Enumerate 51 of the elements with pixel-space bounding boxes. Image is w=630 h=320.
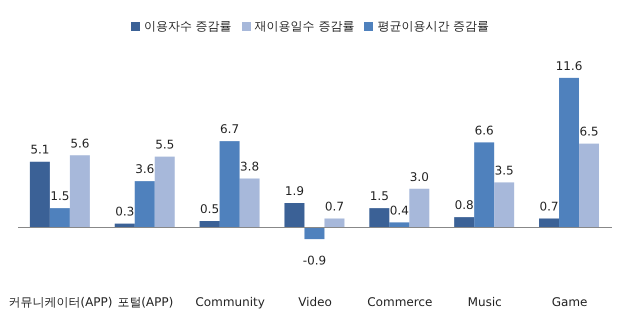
bar [284, 202, 304, 228]
x-tick-label: 커뮤니케이터(APP) [8, 295, 112, 309]
bar [369, 208, 390, 228]
data-label: 11.6 [556, 58, 582, 73]
data-label: 0.8 [454, 198, 474, 212]
data-label: 3.0 [410, 170, 429, 184]
x-tick-label: Commerce [367, 295, 432, 309]
bar [304, 227, 324, 240]
x-tick-label: Music [468, 295, 502, 309]
x-tick-label: 포털(APP) [117, 295, 174, 309]
bar [200, 221, 220, 228]
x-tick-label: Game [552, 295, 588, 309]
data-label: 0.5 [200, 202, 220, 216]
legend-label: 평균이용시간 증감률 [377, 19, 490, 33]
bar [559, 78, 580, 228]
legend-label: 이용자수 증감률 [144, 19, 232, 33]
bar [240, 178, 260, 228]
bar [409, 188, 430, 228]
legend-label: 재이용일수 증감률 [254, 19, 354, 33]
data-label: 0.7 [539, 199, 559, 214]
data-label: 0.4 [390, 203, 409, 218]
x-tick-label: Video [298, 295, 332, 309]
data-label: 5.6 [70, 136, 90, 150]
data-label: 0.3 [115, 204, 134, 219]
data-label: 5.5 [155, 138, 174, 152]
data-label: 6.5 [579, 124, 599, 139]
data-label: 0.7 [324, 199, 344, 214]
data-label: 3.8 [240, 159, 260, 174]
bar [134, 181, 155, 228]
bar [154, 156, 175, 228]
data-label: 1.9 [284, 184, 304, 198]
bar [70, 155, 90, 228]
bar [114, 224, 135, 228]
bar [30, 162, 50, 228]
bar [324, 218, 344, 228]
bar [454, 217, 474, 228]
bar [539, 218, 560, 228]
data-label: 6.6 [474, 123, 494, 138]
bar [494, 182, 514, 228]
data-label: -0.9 [302, 254, 326, 268]
bar [220, 141, 240, 228]
x-tick-label: Community [195, 295, 265, 309]
bar [50, 208, 70, 228]
bar [579, 144, 600, 228]
data-label: 3.6 [135, 162, 154, 176]
bar [474, 142, 494, 228]
data-label: 5.1 [30, 142, 50, 157]
data-label: 3.5 [494, 163, 514, 178]
data-label: 1.5 [370, 189, 389, 204]
data-label: 6.7 [220, 122, 240, 136]
data-label: 1.5 [50, 189, 70, 204]
